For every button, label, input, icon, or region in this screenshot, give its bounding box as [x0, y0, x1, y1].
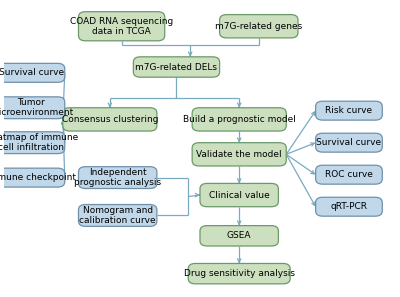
Text: Clinical value: Clinical value: [209, 191, 270, 200]
FancyBboxPatch shape: [78, 205, 157, 226]
FancyBboxPatch shape: [316, 197, 382, 216]
FancyBboxPatch shape: [192, 108, 286, 131]
Text: Consensus clustering: Consensus clustering: [62, 115, 158, 124]
Text: ROC curve: ROC curve: [325, 170, 373, 179]
FancyBboxPatch shape: [78, 12, 165, 41]
Text: Nomogram and
calibration curve: Nomogram and calibration curve: [79, 206, 156, 225]
Text: Tumor
microenvironment: Tumor microenvironment: [0, 98, 73, 117]
FancyBboxPatch shape: [78, 167, 157, 189]
Text: GSEA: GSEA: [227, 231, 252, 240]
FancyBboxPatch shape: [0, 168, 65, 187]
Text: Drug sensitivity analysis: Drug sensitivity analysis: [184, 269, 295, 278]
FancyBboxPatch shape: [188, 263, 290, 284]
FancyBboxPatch shape: [63, 108, 157, 131]
Text: Heatmap of immune
cell infiltration: Heatmap of immune cell infiltration: [0, 133, 78, 152]
FancyBboxPatch shape: [200, 184, 278, 207]
FancyBboxPatch shape: [0, 97, 65, 119]
FancyBboxPatch shape: [316, 165, 382, 184]
Text: Risk curve: Risk curve: [325, 106, 372, 115]
Text: Build a prognostic model: Build a prognostic model: [183, 115, 296, 124]
FancyBboxPatch shape: [200, 226, 278, 246]
FancyBboxPatch shape: [0, 132, 65, 154]
FancyBboxPatch shape: [0, 63, 65, 82]
Text: m7G-related DELs: m7G-related DELs: [136, 62, 218, 72]
Text: Immune checkpoint: Immune checkpoint: [0, 173, 76, 182]
FancyBboxPatch shape: [316, 101, 382, 120]
FancyBboxPatch shape: [133, 57, 220, 77]
Text: Survival curve: Survival curve: [316, 138, 382, 147]
FancyBboxPatch shape: [316, 133, 382, 152]
FancyBboxPatch shape: [192, 143, 286, 166]
FancyBboxPatch shape: [220, 15, 298, 38]
Text: COAD RNA sequencing
data in TCGA: COAD RNA sequencing data in TCGA: [70, 17, 173, 36]
Text: Independent
prognostic analysis: Independent prognostic analysis: [74, 168, 161, 187]
Text: Validate the model: Validate the model: [196, 150, 282, 159]
Text: qRT-PCR: qRT-PCR: [330, 202, 368, 211]
Text: Survival curve: Survival curve: [0, 68, 64, 77]
Text: m7G-related genes: m7G-related genes: [215, 22, 302, 31]
